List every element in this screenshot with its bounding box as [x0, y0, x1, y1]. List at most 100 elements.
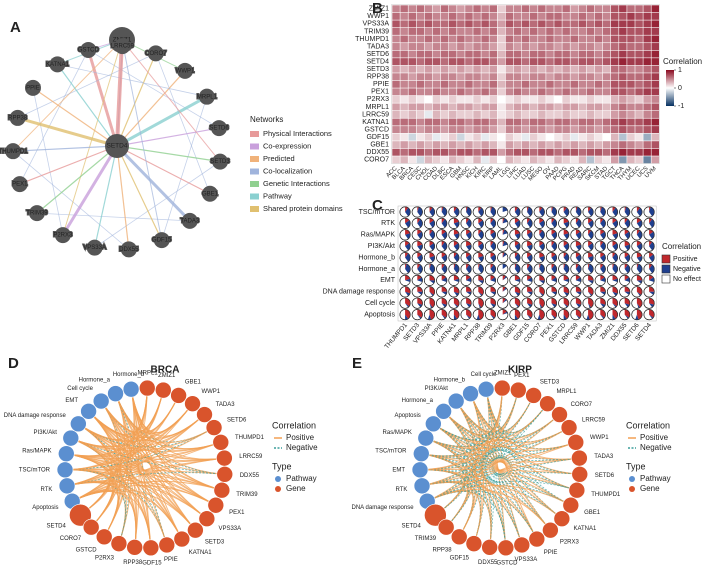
node-label: SETD3	[540, 379, 560, 385]
pie-outline	[423, 309, 435, 321]
pie-outline	[545, 252, 557, 264]
network-node	[571, 449, 588, 467]
heatmap-cell	[538, 133, 546, 141]
heatmap-cell	[392, 133, 400, 141]
pie-outline	[558, 229, 570, 241]
pie-negative	[600, 264, 606, 274]
heatmap-cell	[408, 35, 416, 43]
pie-outline	[631, 252, 643, 264]
pie-negative	[588, 264, 594, 274]
pie-positive	[612, 229, 618, 235]
heatmap-cell	[424, 43, 433, 50]
heatmap-cell	[465, 156, 473, 164]
node-label: RTK	[395, 487, 407, 493]
heatmap-cell	[424, 58, 433, 66]
network-node	[542, 521, 559, 539]
pie-outline	[521, 252, 533, 264]
heatmap-cell	[651, 73, 659, 81]
heatmap-cell	[481, 50, 489, 58]
pie-negative	[502, 206, 508, 212]
legend-label: Positive	[640, 433, 669, 442]
heatmap-cell	[400, 156, 408, 164]
heatmap-cell	[497, 111, 506, 118]
pie-positive	[551, 263, 555, 269]
heatmap-cell	[473, 65, 481, 73]
heatmap-cell	[481, 5, 489, 13]
pie-outline	[643, 263, 655, 275]
pie-outline	[399, 297, 411, 309]
pie-outline	[594, 263, 606, 275]
pie-negative	[635, 314, 639, 320]
legend-swatch	[661, 264, 671, 274]
heatmap-cell	[473, 58, 481, 66]
heatmap-cell	[473, 73, 481, 81]
network-node	[142, 539, 160, 557]
pie-outline	[570, 297, 582, 309]
pie-outline	[606, 240, 618, 252]
node-label: PPIE	[544, 550, 558, 556]
heatmap-cell	[643, 65, 651, 73]
row-label: PEX1	[371, 89, 389, 96]
pie-outline	[521, 229, 533, 241]
pie-positive	[417, 298, 423, 305]
pie-negative	[600, 314, 605, 319]
pie-negative	[453, 207, 460, 217]
pie-negative	[612, 303, 617, 308]
heatmap-cell	[578, 65, 587, 73]
pie-negative	[405, 314, 409, 320]
network-node	[551, 406, 568, 423]
heatmap-cell	[497, 156, 506, 164]
pie-outline	[497, 309, 509, 321]
pie-outline	[411, 274, 423, 286]
gene-node	[54, 227, 71, 244]
heatmap-cell	[424, 5, 433, 13]
network-node	[413, 477, 431, 495]
heatmap-cell	[392, 111, 400, 118]
network-node	[62, 429, 80, 447]
pie-outline	[411, 217, 423, 229]
pie-negative	[405, 291, 411, 297]
network-edges	[12, 39, 221, 250]
heatmap-cell	[497, 73, 506, 81]
pie-negative	[563, 253, 569, 262]
heatmap-cell	[562, 50, 570, 58]
pie-positive	[649, 241, 653, 247]
heatmap-cell	[505, 27, 514, 35]
pie-negative	[441, 219, 447, 228]
heatmap-cell	[465, 27, 473, 35]
legend-swatch	[250, 131, 259, 137]
heatmap-cell	[586, 148, 595, 156]
pie-positive	[466, 298, 472, 305]
pie-outline	[545, 240, 557, 252]
heatmap-cell	[424, 95, 433, 103]
heatmap-cell	[457, 58, 465, 66]
heatmap-cell	[489, 12, 497, 20]
pie-outline	[472, 252, 484, 264]
heatmap-cell	[505, 95, 514, 103]
gene-node-label: WWP1	[176, 68, 195, 74]
pie-outline	[570, 263, 582, 275]
heatmap-cell	[538, 118, 546, 126]
heatmap-cell	[635, 43, 643, 50]
network-node	[56, 461, 74, 479]
heatmap-cell	[570, 20, 578, 28]
row-label: RTK	[381, 220, 395, 227]
pie-outline	[423, 274, 435, 286]
pie-negative	[575, 254, 582, 262]
pie-outline	[448, 206, 460, 218]
pie-outline	[582, 309, 594, 321]
legend-swatch	[250, 143, 259, 150]
gene-node	[181, 212, 198, 229]
heatmap-cell	[400, 12, 408, 20]
heatmap-cell	[473, 27, 481, 35]
pie-outline	[582, 297, 594, 309]
pie-positive	[649, 206, 651, 212]
pie-positive	[502, 286, 506, 292]
gene-node	[210, 120, 227, 137]
heatmap-cell	[554, 80, 562, 88]
pie-outline	[606, 252, 618, 264]
heatmap-cell	[505, 58, 514, 66]
heatmap-cell	[611, 126, 619, 134]
pie-outline	[558, 309, 570, 321]
pie-positive	[563, 286, 569, 294]
